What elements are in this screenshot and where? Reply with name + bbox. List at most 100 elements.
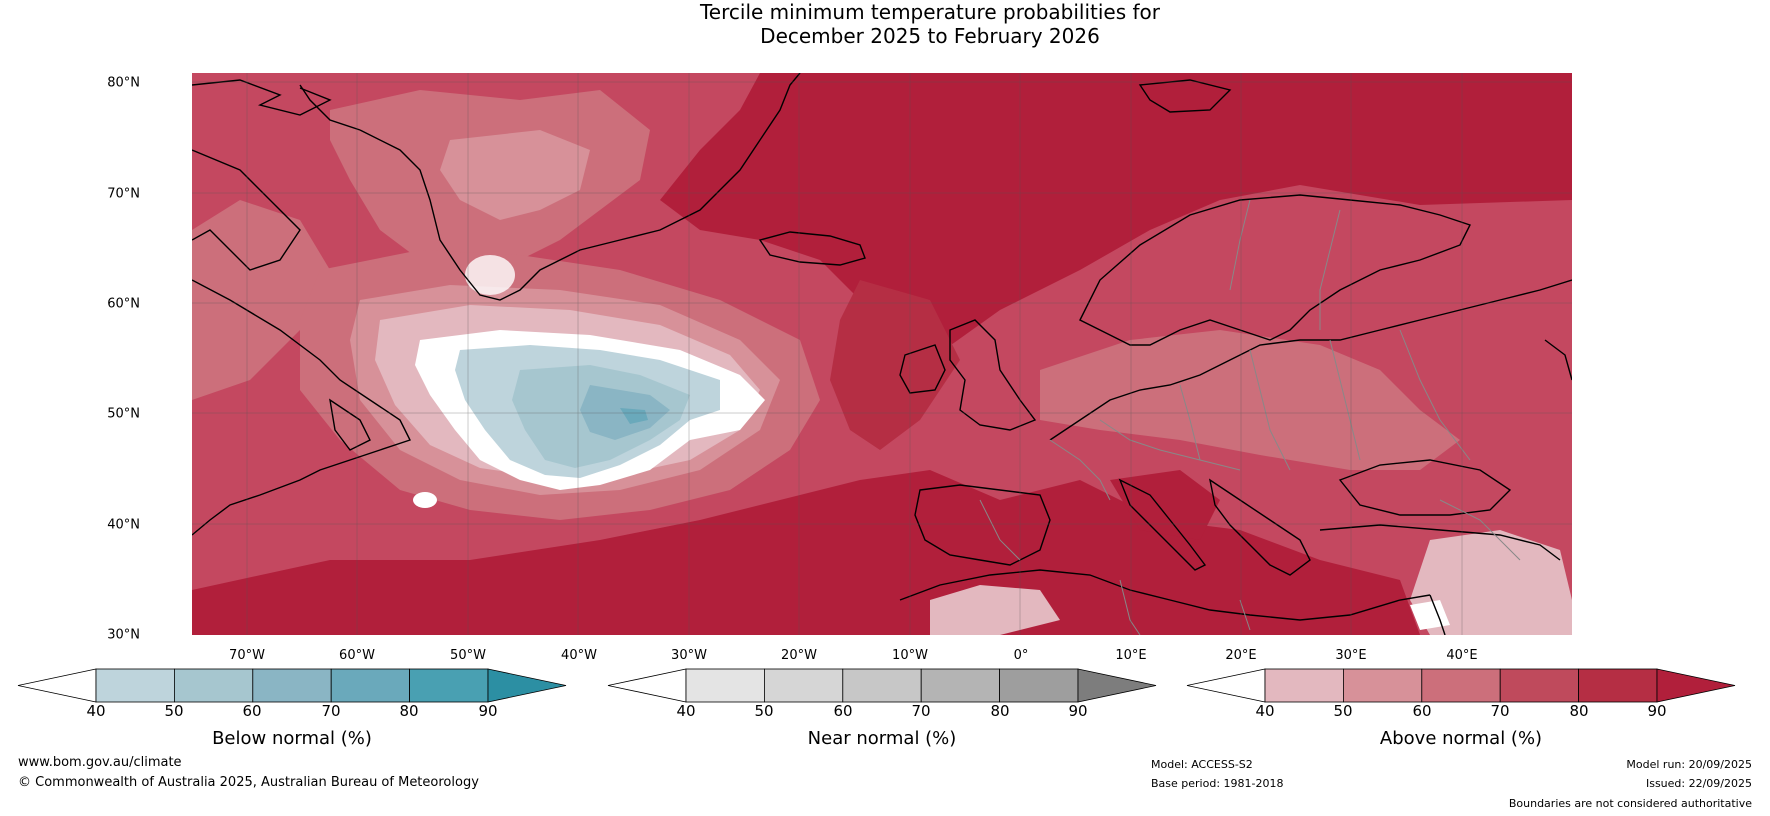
- border-11: [1239, 599, 1251, 631]
- colorbar-above-normal: [1186, 668, 1736, 703]
- below-normal-label: Below normal (%): [212, 728, 372, 749]
- near-normal-label: Near normal (%): [807, 728, 957, 749]
- cbar2-tick: 80: [1569, 702, 1589, 720]
- region-white-middle-east: [1410, 600, 1450, 630]
- base-period-text: Base period: 1981-2018: [1151, 777, 1284, 790]
- border-10: [1119, 579, 1141, 635]
- colorbar-segment: [330, 668, 411, 703]
- title-line-1: Tercile minimum temperature probabilitie…: [699, 0, 1161, 24]
- lon-label-50w: 50°W: [450, 648, 486, 663]
- colorbar-extend-high: [487, 668, 567, 703]
- coast-newfoundland: [329, 398, 371, 451]
- coast-levant: [1429, 594, 1446, 635]
- coast-svalbard: [1138, 79, 1232, 113]
- gridlines: [192, 73, 1572, 635]
- lon-label-20w: 20°W: [781, 648, 817, 663]
- issued-text: Issued: 22/09/2025: [1645, 777, 1752, 790]
- coast-iceland: [758, 231, 866, 266]
- coast-britain: [949, 319, 1037, 431]
- region-pink-west: [192, 200, 330, 400]
- region-pale-middle-east: [1410, 530, 1572, 635]
- colorbar-extend-high: [1077, 668, 1157, 703]
- cbar0-tick: 70: [321, 702, 341, 720]
- coast-ireland: [899, 344, 946, 394]
- coast-baltic-continent: [1049, 279, 1572, 441]
- cbar1-tick: 90: [1068, 702, 1088, 720]
- coast-labrador: [192, 279, 411, 536]
- colorbar-segment: [1499, 668, 1579, 703]
- coast-black-sea: [1338, 459, 1512, 516]
- cbar1-tick: 60: [833, 702, 853, 720]
- colorbar-segment: [764, 668, 844, 703]
- lon-label-10e: 10°E: [1115, 648, 1147, 663]
- lon-label-0: 0°: [1013, 648, 1029, 663]
- map-plot-area: [192, 73, 1572, 635]
- coast-canada-arctic: [192, 79, 332, 116]
- lon-label-30w: 30°W: [671, 648, 707, 663]
- colorbar-segment: [409, 668, 489, 703]
- border-7: [1319, 209, 1341, 330]
- coast-caspian: [1544, 339, 1572, 381]
- cbar2-tick: 70: [1490, 702, 1510, 720]
- colorbar-segment: [173, 668, 254, 703]
- cbar2-tick: 60: [1412, 702, 1432, 720]
- above-normal-label: Above normal (%): [1379, 728, 1543, 749]
- cbar1-tick: 80: [990, 702, 1010, 720]
- colorbar-segment: [1578, 668, 1658, 703]
- border-5: [1329, 339, 1361, 461]
- coast-balkans-greece: [1208, 478, 1311, 576]
- model-run-text: Model run: 20/09/2025: [1626, 758, 1752, 771]
- cbar1-tick: 50: [754, 702, 774, 720]
- cbar0-tick: 60: [242, 702, 262, 720]
- colorbar-segment: [1264, 668, 1344, 703]
- cbar0-tick: 40: [86, 702, 106, 720]
- border-9: [979, 499, 1021, 561]
- copyright-text: © Commonwealth of Australia 2025, Austra…: [18, 775, 479, 790]
- border-6: [1399, 329, 1471, 461]
- lon-label-70w: 70°W: [229, 648, 265, 663]
- border-1: [1049, 439, 1111, 501]
- colorbar-segment: [685, 668, 765, 703]
- cbar2-tick: 50: [1333, 702, 1353, 720]
- coast-norway-sweden: [1079, 194, 1471, 346]
- colorbar-segment: [999, 668, 1079, 703]
- cbar1-tick: 70: [911, 702, 931, 720]
- cbar2-tick: 40: [1255, 702, 1275, 720]
- border-4: [1249, 349, 1291, 471]
- lon-label-20e: 20°E: [1225, 648, 1257, 663]
- coast-italy: [1118, 478, 1207, 571]
- region-white-spot: [413, 492, 437, 508]
- colorbar-extend-low: [17, 668, 97, 703]
- disclaimer-text: Boundaries are not considered authoritat…: [1508, 797, 1752, 810]
- colorbar-segment: [1421, 668, 1501, 703]
- lon-label-40e: 40°E: [1446, 648, 1478, 663]
- colorbar-extend-high: [1656, 668, 1736, 703]
- coast-greenland-west: [299, 84, 361, 131]
- colorbar-segment: [842, 668, 922, 703]
- region-light-pink-greenland: [440, 130, 590, 220]
- colorbar-extend-low: [1186, 668, 1266, 703]
- border-3: [1179, 384, 1201, 461]
- website-link[interactable]: www.bom.gov.au/climate: [18, 755, 182, 770]
- cbar0-tick: 80: [399, 702, 419, 720]
- coast-greenland: [359, 73, 801, 301]
- colorbar-segment: [1343, 668, 1423, 703]
- colorbar-segment: [920, 668, 1001, 703]
- lon-label-10w: 10°W: [892, 648, 928, 663]
- colorbar-near-normal: [607, 668, 1157, 703]
- border-8: [1229, 199, 1251, 291]
- region-below-normal-80: [620, 408, 648, 424]
- cbar0-tick: 50: [164, 702, 184, 720]
- colorbar-segment: [95, 668, 175, 703]
- colorbar-extend-low: [607, 668, 687, 703]
- region-dark-red-mid: [830, 280, 960, 450]
- coast-baffin: [192, 149, 301, 271]
- coast-iberia: [914, 484, 1051, 566]
- country-borders: [979, 199, 1521, 635]
- cbar1-tick: 40: [676, 702, 696, 720]
- cbar0-tick: 90: [478, 702, 498, 720]
- border-2: [1099, 419, 1241, 471]
- region-pale-africa: [930, 585, 1060, 635]
- region-dark-red-med: [1110, 470, 1220, 540]
